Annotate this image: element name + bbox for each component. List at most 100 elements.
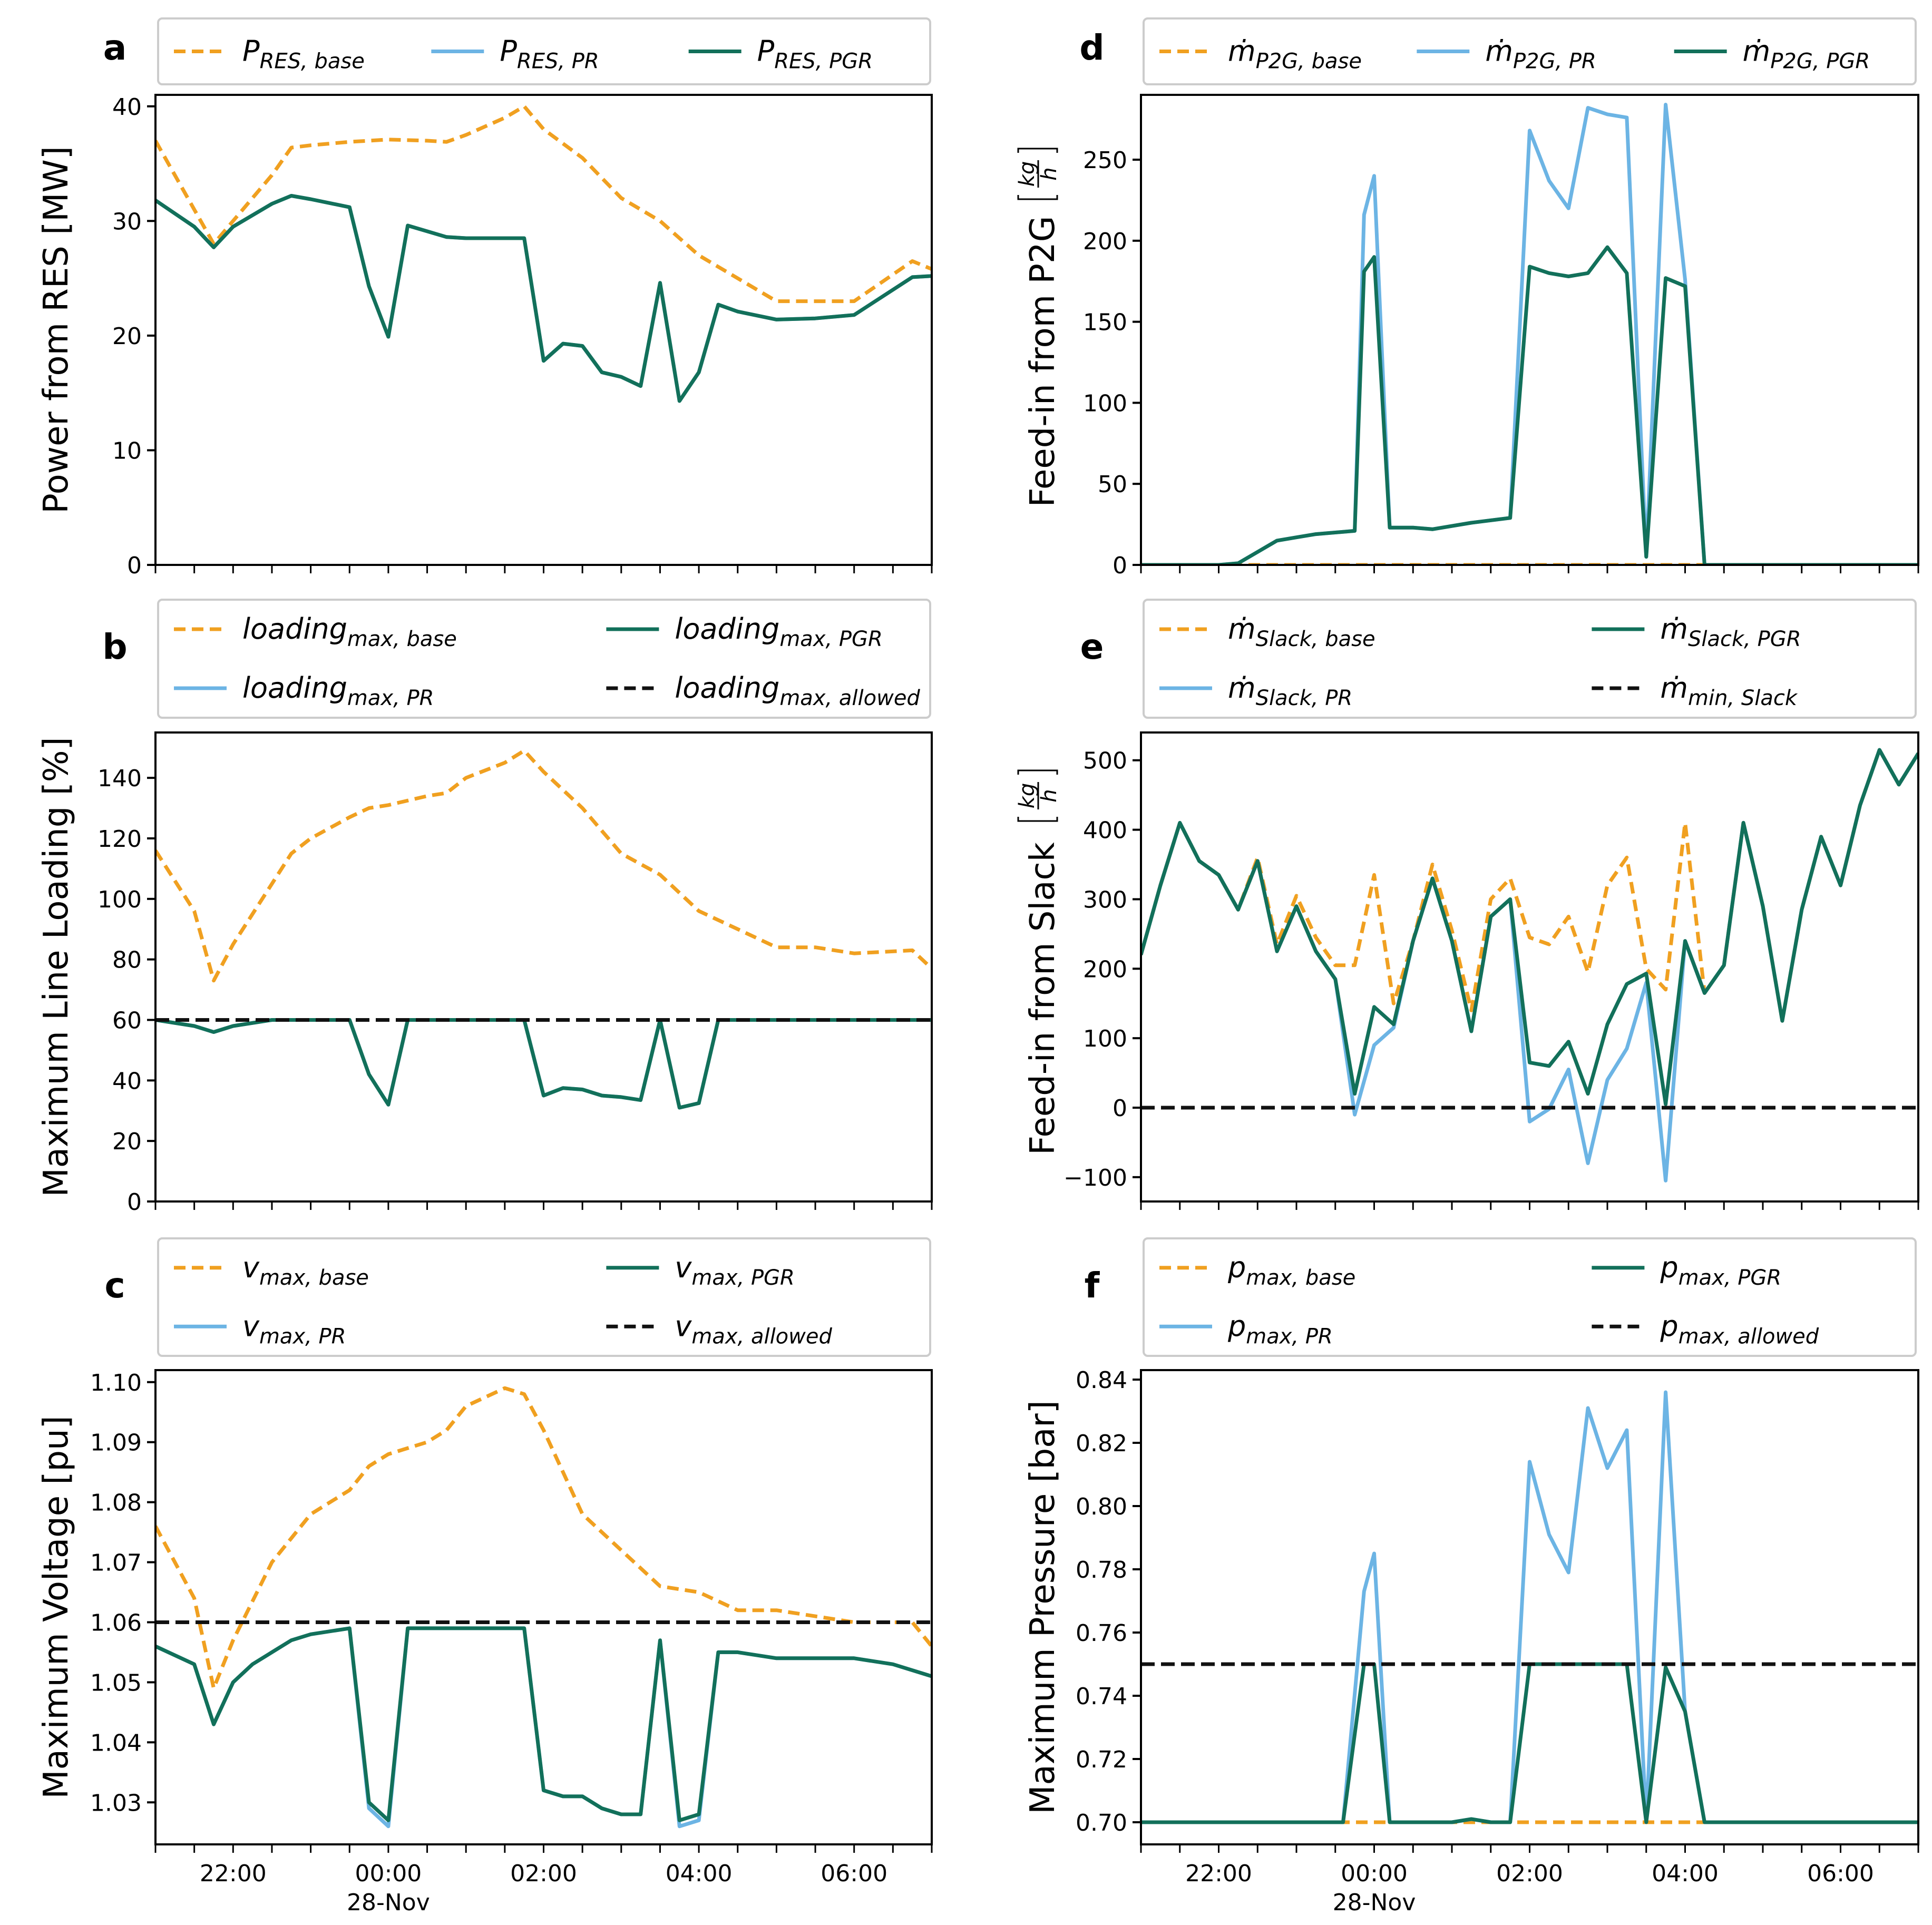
legend-entry-pr: PRES, PR bbox=[431, 35, 599, 74]
x-tick-label: 06:00 bbox=[1807, 1860, 1874, 1887]
legend-label: loadingmax, PR bbox=[242, 671, 434, 710]
legend-label: pmax, PGR bbox=[1660, 1251, 1781, 1290]
legend-main: p bbox=[1660, 1310, 1678, 1343]
legend-subscript: RES, PR bbox=[517, 50, 599, 74]
unit-denominator: h bbox=[1037, 167, 1061, 180]
y-unit-fraction: kgh bbox=[1015, 769, 1061, 822]
legend-entry-pr: vmax, PR bbox=[174, 1310, 346, 1349]
y-tick-label: −100 bbox=[1063, 1165, 1127, 1191]
legend: ṁP2G, base ṁP2G, PR ṁP2G, PGR bbox=[1143, 17, 1917, 85]
y-tick-label: 1.04 bbox=[90, 1729, 142, 1756]
legend-entry-pgr: ṁP2G, PGR bbox=[1674, 35, 1870, 74]
legend-subscript: P2G, PGR bbox=[1770, 50, 1870, 74]
series-line-base bbox=[155, 1386, 932, 1691]
legend-entry-allowed: pmax, allowed bbox=[1592, 1310, 1819, 1349]
series-line-pr bbox=[1141, 103, 1918, 565]
legend-main: P bbox=[500, 35, 517, 68]
y-tick-label: 0.78 bbox=[1076, 1557, 1127, 1584]
axes-frame bbox=[1140, 731, 1919, 1203]
legend-label: ṁSlack, PGR bbox=[1660, 612, 1801, 651]
legend-main: ṁ bbox=[1228, 671, 1256, 705]
y-tick-label: 1.06 bbox=[90, 1609, 142, 1636]
legend-entry-allowed: ṁmin, Slack bbox=[1592, 671, 1798, 710]
x-date-label: 28-Nov bbox=[1333, 1889, 1416, 1916]
series-line-pgr bbox=[1141, 748, 1918, 1106]
legend-subscript: max, base bbox=[259, 1266, 369, 1290]
legend-entry-pr: ṁSlack, PR bbox=[1159, 671, 1352, 710]
y-axis-label: Maximum Pressure [bar] bbox=[1023, 1400, 1062, 1814]
legend-label: loadingmax, PGR bbox=[675, 612, 882, 651]
series-line-base bbox=[1141, 748, 1918, 1023]
legend-subscript: max, allowed bbox=[691, 1324, 832, 1349]
legend-entry-base: pmax, base bbox=[1159, 1251, 1355, 1290]
legend-main: ṁ bbox=[1228, 612, 1256, 646]
series-line-pr bbox=[155, 194, 932, 403]
y-tick-label: 0.72 bbox=[1076, 1746, 1127, 1773]
legend-label: pmax, PR bbox=[1227, 1310, 1333, 1349]
legend-label: ṁP2G, base bbox=[1228, 35, 1362, 74]
panel-letter: c bbox=[104, 1265, 125, 1306]
legend-entry-pgr: vmax, PGR bbox=[606, 1251, 795, 1290]
y-tick-label: 400 bbox=[1083, 817, 1127, 844]
axes-frame bbox=[154, 94, 933, 566]
legend-entry-base: vmax, base bbox=[174, 1251, 369, 1290]
legend-entry-allowed: loadingmax, allowed bbox=[606, 671, 920, 710]
series-line-pgr bbox=[155, 1626, 932, 1822]
legend-entry-pr: pmax, PR bbox=[1159, 1310, 1333, 1349]
y-tick-label: 200 bbox=[1083, 228, 1127, 255]
x-tick-label: 00:00 bbox=[355, 1860, 422, 1887]
series-line-base bbox=[155, 749, 932, 983]
legend-subscript: Slack, PR bbox=[1256, 686, 1353, 710]
y-tick-label: 300 bbox=[1083, 886, 1127, 913]
legend-subscript: max, allowed bbox=[779, 686, 920, 710]
y-tick-label: 0.74 bbox=[1076, 1683, 1127, 1710]
legend-main: ṁ bbox=[1743, 35, 1771, 68]
legend-subscript: RES, base bbox=[260, 50, 365, 74]
legend-label: ṁP2G, PR bbox=[1485, 35, 1596, 74]
unit-numerator: kg bbox=[1015, 783, 1039, 809]
y-tick-label: 0 bbox=[1113, 552, 1127, 579]
y-axis-label: Feed-in from P2G bbox=[1023, 216, 1062, 507]
legend-entry-pgr: pmax, PGR bbox=[1592, 1251, 1781, 1290]
legend-main: loading bbox=[242, 612, 347, 646]
legend-label: ṁP2G, PGR bbox=[1743, 35, 1870, 74]
legend-entry-base: PRES, base bbox=[174, 35, 365, 74]
panel-letter: f bbox=[1085, 1265, 1100, 1306]
series-line-pgr bbox=[155, 1018, 932, 1110]
y-axis-label: Maximum Voltage [pu] bbox=[37, 1415, 76, 1799]
legend-entry-base: ṁSlack, base bbox=[1159, 612, 1375, 651]
series-line-pr bbox=[1141, 1390, 1918, 1824]
legend-subscript: max, PGR bbox=[1679, 1266, 1782, 1290]
x-tick-label: 04:00 bbox=[1652, 1860, 1719, 1887]
legend-label: PRES, PR bbox=[500, 35, 599, 74]
y-tick-label: 1.03 bbox=[90, 1790, 142, 1816]
legend-label: vmax, PGR bbox=[675, 1251, 794, 1290]
y-axis-label: Power from RES [MW] bbox=[37, 146, 76, 513]
legend-entry-pgr: PRES, PGR bbox=[688, 35, 873, 74]
legend-entry-pgr: loadingmax, PGR bbox=[606, 612, 883, 651]
x-tick-label: 00:00 bbox=[1341, 1860, 1408, 1887]
legend-label: ṁmin, Slack bbox=[1660, 671, 1798, 710]
legend-subscript: max, PR bbox=[347, 686, 434, 710]
legend-main: p bbox=[1227, 1310, 1246, 1343]
y-tick-label: 20 bbox=[112, 323, 142, 350]
y-tick-label: 1.09 bbox=[90, 1430, 142, 1457]
y-tick-label: 100 bbox=[1083, 390, 1127, 417]
y-tick-label: 1.07 bbox=[90, 1550, 142, 1577]
legend-label: ṁSlack, base bbox=[1228, 612, 1375, 651]
unit-numerator: kg bbox=[1015, 161, 1039, 187]
legend-main: ṁ bbox=[1485, 35, 1513, 68]
legend-subscript: min, Slack bbox=[1688, 686, 1798, 710]
legend: PRES, base PRES, PR PRES, PGR bbox=[157, 17, 931, 85]
axes-frame bbox=[154, 1369, 933, 1845]
panel-letter: e bbox=[1080, 627, 1104, 667]
legend-label: pmax, allowed bbox=[1660, 1310, 1819, 1349]
legend-main: P bbox=[757, 35, 775, 68]
legend-subscript: max, base bbox=[347, 627, 457, 651]
legend-subscript: Slack, PGR bbox=[1688, 627, 1801, 651]
legend-label: ṁSlack, PR bbox=[1228, 671, 1352, 710]
legend-subscript: P2G, PR bbox=[1513, 50, 1596, 74]
